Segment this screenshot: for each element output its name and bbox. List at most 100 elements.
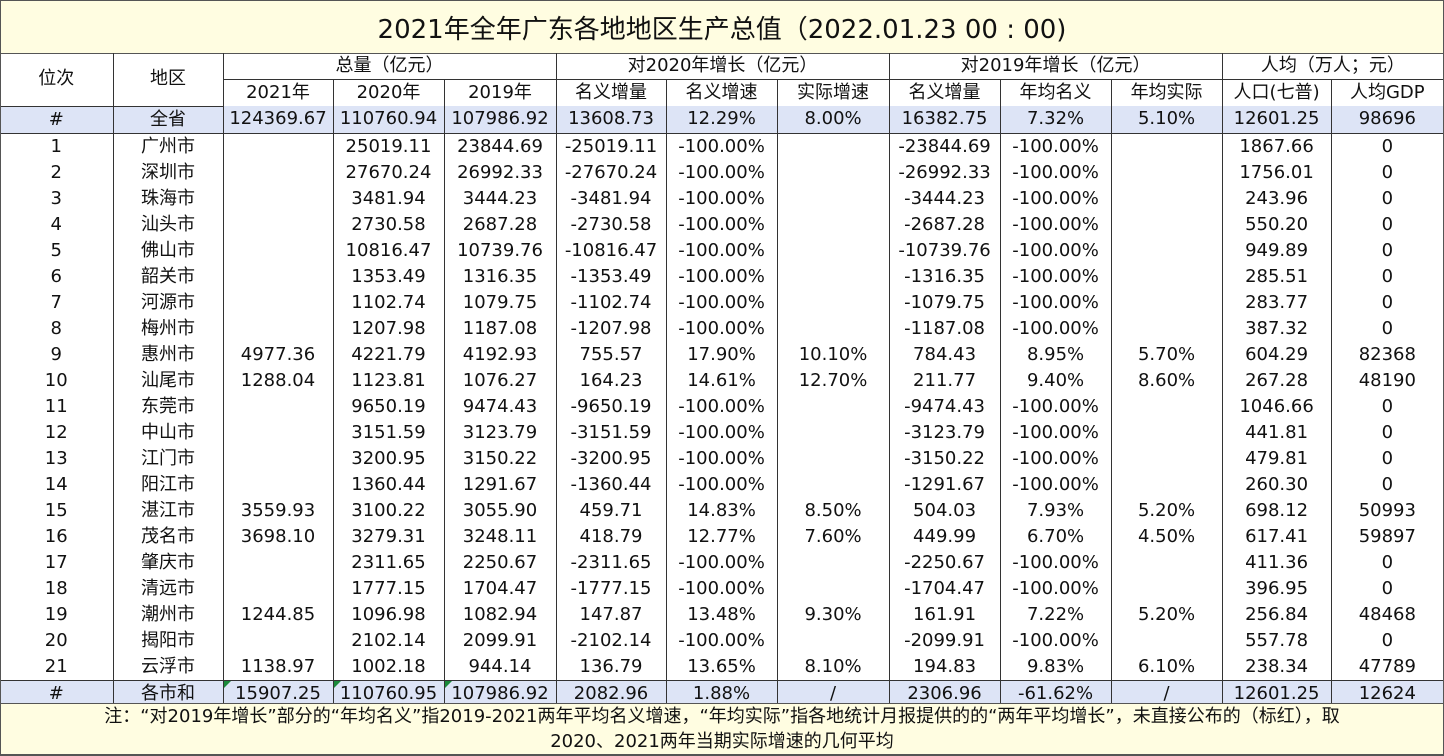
- cell-avg-real: 5.70%: [1111, 341, 1223, 368]
- cell-total-2019: 1079.75: [444, 289, 557, 316]
- cell-rank: 19: [0, 601, 114, 628]
- cell-rate-2020: 14.61%: [666, 367, 778, 394]
- header-2021: 2021年: [223, 79, 334, 106]
- cell-avg-nominal: -61.62%: [1000, 679, 1112, 707]
- cell-gdp-per-capita: 12624: [1331, 679, 1444, 707]
- cell-region: 茂名市: [113, 523, 224, 550]
- cell-inc-2020: 136.79: [556, 653, 667, 680]
- cell-total-2021: [223, 575, 334, 602]
- cell-avg-real: [1111, 133, 1223, 160]
- cell-rank: 8: [0, 315, 114, 342]
- cell-rate-2020: -100.00%: [666, 263, 778, 290]
- cell-inc-2019: 194.83: [889, 653, 1001, 680]
- cell-total-2021: [223, 393, 334, 420]
- cell-rank: 1: [0, 133, 114, 160]
- cell-region: 湛江市: [113, 497, 224, 524]
- cell-gdp-per-capita: 48468: [1358, 603, 1416, 625]
- cell-total-2020: 1102.74: [333, 289, 445, 316]
- cell-rate-2020: 13.65%: [666, 653, 778, 680]
- table-row: 13 江门市 3200.95 3150.22 -3200.95 -100.00% -3150…: [0, 445, 1443, 472]
- cell-inc-2019: -1704.47: [889, 575, 1001, 602]
- cell-rate-2020: 14.83%: [666, 497, 778, 524]
- cell-population: 441.81: [1222, 419, 1332, 446]
- cell-rate-2020: -100.00%: [666, 575, 778, 602]
- cell-total-2019: 1316.35: [444, 263, 557, 290]
- cell-total-2021: [223, 185, 334, 212]
- cell-avg-nominal: 8.95%: [1000, 341, 1112, 368]
- table-row: 8 梅州市 1207.98 1187.08 -1207.98 -100.00% -1187.…: [0, 315, 1443, 342]
- table-row: 17 肇庆市 2311.65 2250.67 -2311.65 -100.00% -2250…: [0, 549, 1443, 576]
- cell-gdp-per-capita: 0: [1381, 187, 1394, 209]
- cell-real-2020: [777, 133, 890, 160]
- cell-rate-2020: -100.00%: [666, 471, 778, 498]
- cell-avg-real: [1111, 315, 1223, 342]
- cell-inc-2020: -1207.98: [556, 315, 667, 342]
- header-gdp-per-capita: 人均GDP: [1349, 82, 1425, 103]
- cell-inc-2020: -25019.11: [556, 133, 667, 160]
- cell-total-2021: 1244.85: [223, 601, 334, 628]
- cell-avg-nominal: -100.00%: [1000, 575, 1112, 602]
- cell-real-2020: [777, 237, 890, 264]
- cell-inc-2019: 2306.96: [889, 679, 1001, 707]
- cell-inc-2019: 449.99: [889, 523, 1001, 550]
- cell-rank: 15: [0, 497, 114, 524]
- cell-rate-2020: 13.48%: [666, 601, 778, 628]
- cell-avg-nominal: -100.00%: [1000, 159, 1112, 186]
- cell-total-2020: 1360.44: [333, 471, 445, 498]
- header-total-group: 总量（亿元）: [223, 53, 557, 80]
- cell-rank: 6: [0, 263, 114, 290]
- cell-total-2019: 3248.11: [444, 523, 557, 550]
- cell-total-2021: [223, 549, 334, 576]
- table-row: 3 珠海市 3481.94 3444.23 -3481.94 -100.00% -3444.…: [0, 185, 1443, 212]
- cell-rate-2020: 12.77%: [666, 523, 778, 550]
- cell-inc-2020: -3200.95: [556, 445, 667, 472]
- cell-region: 清远市: [113, 575, 224, 602]
- cell-avg-nominal: 7.93%: [1000, 497, 1112, 524]
- cell-total-2021: 124369.67: [223, 106, 334, 134]
- header-per-capita-group: 人均（万人；元）: [1222, 53, 1444, 80]
- cell-population: 1867.66: [1222, 133, 1332, 160]
- table-row: 19 潮州市 1244.85 1096.98 1082.94 147.87 13.48% 9.…: [0, 601, 1443, 628]
- table-row: # 各市和 15907.25 110760.95 107986.92 2082.96 1.8…: [0, 679, 1444, 707]
- cell-region: 阳江市: [113, 471, 224, 498]
- cell-gdp-per-capita: 47789: [1358, 655, 1416, 677]
- cell-total-2019: 1704.47: [444, 575, 557, 602]
- cell-total-2021: 3559.93: [223, 497, 334, 524]
- cell-total-2020: 110760.95: [333, 679, 445, 707]
- header-avg-nominal: 年均名义: [1000, 79, 1112, 106]
- cell-inc-2020: 147.87: [556, 601, 667, 628]
- cell-total-2020: 3151.59: [333, 419, 445, 446]
- cell-avg-real: [1111, 627, 1223, 654]
- cell-rate-2020: -100.00%: [666, 211, 778, 238]
- cell-inc-2020: 755.57: [556, 341, 667, 368]
- cell-total-2021: [223, 315, 334, 342]
- cell-gdp-per-capita: 0: [1381, 291, 1394, 313]
- cell-total-2019: 2099.91: [444, 627, 557, 654]
- cell-gdp-per-capita: 0: [1381, 629, 1394, 651]
- table-row: 10 汕尾市 1288.04 1123.81 1076.27 164.23 14.61% 12…: [0, 367, 1443, 394]
- cell-region: 汕头市: [113, 211, 224, 238]
- cell-total-2020: 27670.24: [333, 159, 445, 186]
- cell-rank: 21: [0, 653, 114, 680]
- cell-rank: 3: [0, 185, 114, 212]
- cell-rank: 20: [0, 627, 114, 654]
- cell-total-2019: 107986.92: [444, 106, 557, 134]
- cell-population: 387.32: [1222, 315, 1332, 342]
- cell-inc-2020: -1102.74: [556, 289, 667, 316]
- cell-gdp-per-capita: 0: [1381, 317, 1394, 339]
- cell-population: 557.78: [1222, 627, 1332, 654]
- footnote-line-2: 2020、2021两年当期实际增速的几何平均: [550, 731, 894, 752]
- cell-real-2020: [777, 549, 890, 576]
- table-row: 1 广州市 25019.11 23844.69 -25019.11 -100.00% -23…: [0, 133, 1443, 160]
- cell-real-2020: 8.10%: [777, 653, 890, 680]
- cell-inc-2020: -2730.58: [556, 211, 667, 238]
- cell-inc-2019: -10739.76: [889, 237, 1001, 264]
- cell-region: 肇庆市: [113, 549, 224, 576]
- cell-avg-nominal: -100.00%: [1000, 185, 1112, 212]
- cell-avg-nominal: -100.00%: [1000, 133, 1112, 160]
- cell-real-2020: [777, 575, 890, 602]
- cell-total-2019: 26992.33: [444, 159, 557, 186]
- cell-inc-2020: 459.71: [556, 497, 667, 524]
- cell-inc-2020: 13608.73: [556, 106, 667, 134]
